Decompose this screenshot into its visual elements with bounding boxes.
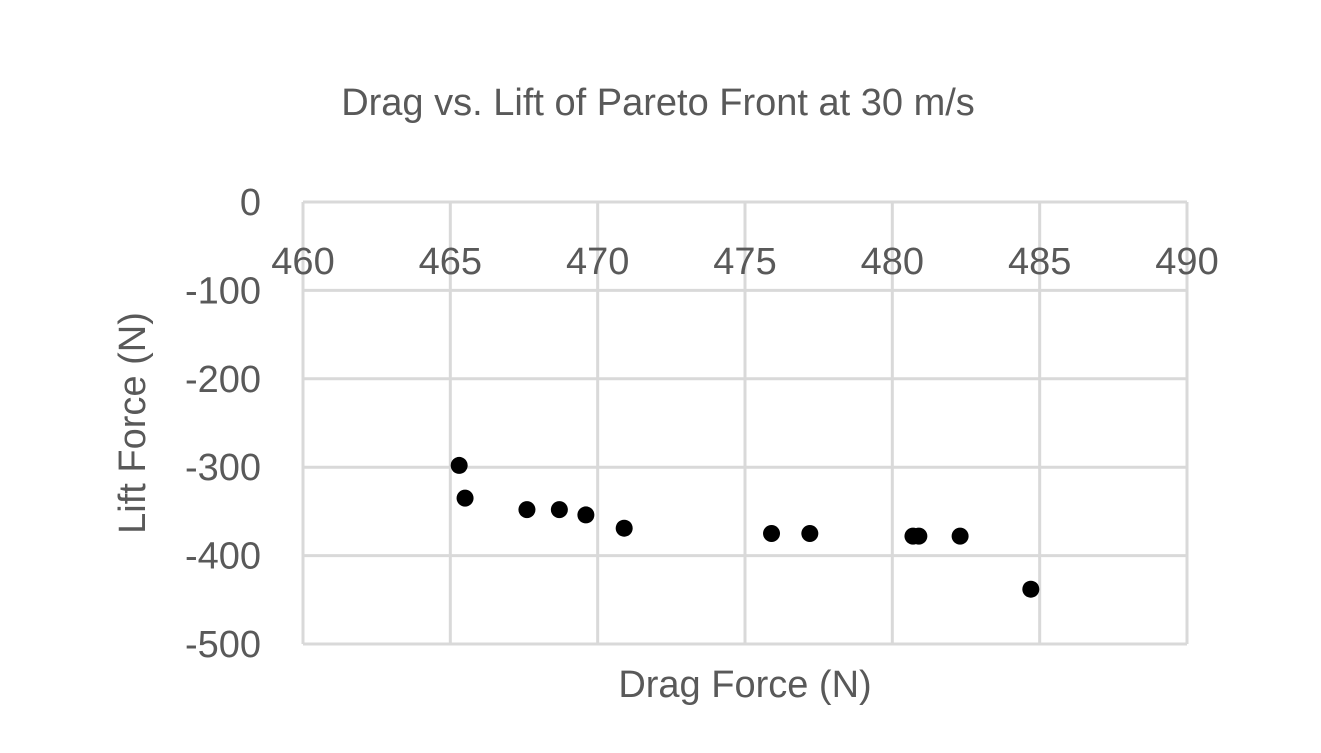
y-tick-label: -400: [185, 536, 261, 578]
y-axis-title: Lift Force (N): [112, 312, 154, 534]
x-tick-label: 475: [713, 241, 776, 283]
chart-title: Drag vs. Lift of Pareto Front at 30 m/s: [341, 82, 975, 124]
y-tick-label: 0: [240, 182, 261, 224]
data-point: [1022, 580, 1040, 598]
data-point: [910, 527, 928, 545]
x-tick-labels: 460 465 470 475 480 485 490: [271, 241, 1218, 283]
x-axis-title: Drag Force (N): [618, 664, 871, 706]
x-tick-label: 470: [566, 241, 629, 283]
y-tick-label: -100: [185, 270, 261, 312]
data-point: [450, 456, 468, 474]
data-point: [577, 506, 595, 524]
data-point: [951, 527, 969, 545]
data-points: [450, 456, 1040, 598]
data-point: [763, 525, 781, 542]
x-tick-label: 465: [419, 241, 482, 283]
x-tick-label: 460: [271, 241, 334, 283]
gridlines: [301, 200, 1189, 646]
data-point: [518, 501, 536, 519]
data-point: [456, 489, 474, 507]
x-tick-label: 490: [1155, 241, 1218, 283]
x-tick-label: 485: [1008, 241, 1071, 283]
y-tick-label: -200: [185, 359, 261, 401]
y-tick-label: -500: [185, 624, 261, 666]
data-point: [615, 519, 633, 537]
x-tick-label: 480: [861, 241, 924, 283]
y-tick-label: -300: [185, 447, 261, 489]
y-tick-labels: 0 -100 -200 -300 -400 -500: [185, 182, 261, 666]
data-point: [801, 525, 819, 542]
data-point: [550, 501, 568, 519]
